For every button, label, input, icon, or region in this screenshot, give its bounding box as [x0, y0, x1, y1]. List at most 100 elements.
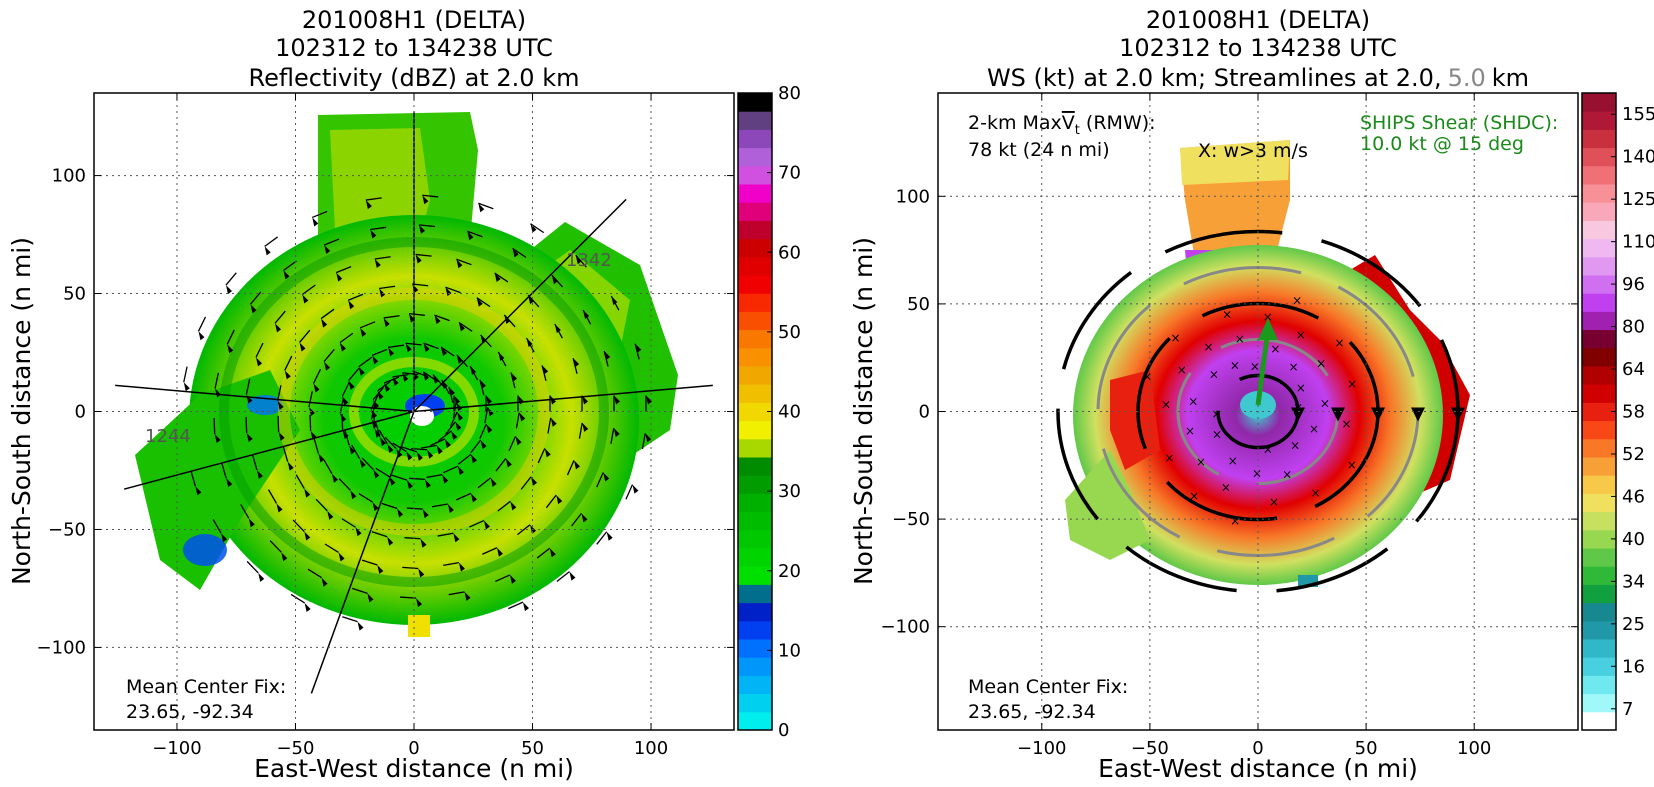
wind-barb-shaft [418, 224, 435, 228]
streamline-arrowhead [1411, 407, 1425, 422]
colorbar-swatch [1582, 220, 1616, 240]
updraft-x-mark: × [1230, 514, 1240, 528]
rmw-label-prefix: 2-km Max [968, 112, 1062, 134]
right-title-line3-prefix: WS (kt) at 2.0 km; Streamlines at 2.0, [987, 64, 1442, 92]
wind-barb-flag [611, 296, 618, 306]
updraft-x-mark: × [1222, 307, 1232, 321]
colorbar-tick-label: 125 [1622, 189, 1654, 210]
wind-barb-flag [365, 200, 372, 210]
wind-barb-flag [324, 245, 331, 255]
wind-barb-shaft [269, 540, 282, 553]
colorbar-tick-label: 60 [778, 242, 801, 263]
wind-barb-flag [480, 334, 487, 344]
wind-barb-flag [512, 248, 519, 258]
colorbar-swatch [1582, 202, 1616, 221]
colorbar-swatch [1582, 93, 1616, 112]
wind-barb-flag [436, 445, 443, 455]
wind-barb-shaft [221, 462, 227, 479]
updraft-x-mark: × [1320, 396, 1330, 410]
wind-barb-shaft [190, 470, 197, 487]
colorbar-swatch [738, 711, 772, 731]
colorbar-swatch [738, 238, 772, 258]
wind-barb-flag [613, 428, 620, 438]
wind-barb-shaft [434, 314, 450, 322]
colorbar-swatch [738, 620, 772, 640]
colorbar-swatch [1582, 129, 1616, 149]
wind-barb-flag [456, 354, 463, 364]
wind-barb-shaft [437, 532, 454, 537]
updraft-x-mark: × [1161, 398, 1171, 412]
wind-barb-shaft [358, 356, 373, 368]
wind-barb-shaft [371, 348, 388, 357]
wind-barb-shaft [335, 266, 352, 274]
wind-barb-shaft [246, 560, 259, 574]
wind-barb-shaft [537, 448, 546, 464]
right-center-fix-label: Mean Center Fix: [968, 676, 1128, 698]
colorbar-tick-label: 110 [1622, 232, 1654, 253]
wind-barb-shaft [392, 442, 407, 453]
wind-barb-flag [550, 417, 557, 427]
colorbar-tick-label: 50 [778, 322, 801, 343]
wind-barb-shaft [277, 415, 280, 432]
updraft-x-mark: × [1341, 417, 1351, 431]
wind-barb-flag [359, 458, 366, 468]
right-ticks: −100 −50 0 50 100 −100 −50 0 50 100 [881, 93, 1578, 759]
wind-barb-flag [515, 436, 522, 446]
wind-barb-shaft [415, 253, 432, 257]
colorbar-tick-label: 155 [1622, 104, 1654, 125]
wind-barb-flag [573, 358, 580, 368]
colorbar-tick-label: 16 [1622, 656, 1645, 677]
wind-barb-flag [519, 412, 526, 422]
wind-barb-flag [379, 288, 386, 298]
updraft-x-mark: × [1177, 363, 1187, 377]
wind-barb-shaft [226, 329, 235, 345]
wind-barb-shaft [438, 430, 452, 442]
y-tick-label: −100 [37, 637, 86, 658]
colorbar-swatch [738, 475, 772, 494]
colorbar-swatch [738, 420, 772, 440]
flight-leg-line [413, 198, 627, 413]
updraft-x-mark: × [1263, 310, 1273, 324]
updraft-x-mark: × [1250, 360, 1260, 374]
right-title-line3-suffix: km [1492, 64, 1529, 92]
updraft-x-mark: × [1282, 467, 1292, 481]
right-center-fix-value: 23.65, -92.34 [968, 701, 1096, 723]
wind-barb-shaft [596, 531, 608, 545]
wind-barb-shaft [508, 601, 524, 610]
wind-barb-shaft [412, 283, 429, 287]
updraft-x-mark: × [1263, 442, 1273, 456]
wind-barb-shaft [313, 437, 320, 454]
colorbar-swatch [738, 693, 772, 713]
refl-west-fringe [135, 370, 300, 590]
ws-north-tip [1180, 140, 1290, 185]
wind-barb-flag [569, 571, 576, 581]
wind-barb-shaft [456, 258, 472, 266]
updraft-x-mark: × [1212, 427, 1222, 441]
wind-barb-flag [604, 350, 611, 360]
wind-barb-flag [582, 395, 588, 405]
wind-barb-shaft [358, 492, 373, 503]
wind-barb-flag [433, 374, 440, 384]
updraft-x-mark: × [1309, 422, 1319, 436]
right-title-line1: 201008H1 (DELTA) [1146, 6, 1370, 34]
wind-barb-flag [556, 495, 563, 505]
wind-barb-shaft [449, 411, 458, 427]
updraft-x-mark: × [1334, 336, 1344, 350]
wind-barb-flag [416, 598, 423, 608]
wind-barb-flag [470, 365, 477, 375]
wind-barb-flag [349, 445, 356, 455]
updraft-x-mark: × [1296, 328, 1306, 342]
colorbar-swatch [1582, 384, 1616, 403]
wind-barb-flag [509, 574, 516, 584]
colorbar-swatch [738, 384, 772, 403]
wind-barb-flag [542, 365, 549, 375]
colorbar-tick-label: 96 [1622, 274, 1645, 295]
wind-barb-flag [424, 479, 431, 489]
wind-barb-shaft [378, 429, 388, 445]
left-flight-legs [115, 111, 713, 694]
wind-barb-flag [225, 285, 232, 295]
flight-leg-line [310, 411, 415, 694]
wind-barb-shaft [477, 477, 492, 489]
colorbar-swatch [1582, 675, 1616, 695]
colorbar-swatch [1582, 311, 1616, 331]
